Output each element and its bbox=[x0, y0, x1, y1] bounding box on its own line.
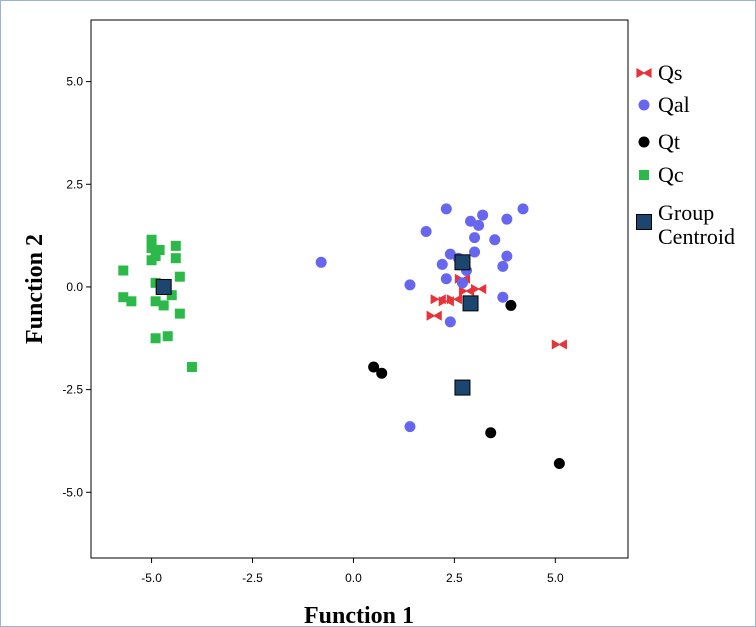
data-point bbox=[118, 266, 128, 276]
group-centroid-point bbox=[156, 279, 171, 294]
y-tick-label: 5.0 bbox=[66, 75, 83, 89]
y-axis-title: Function 2 bbox=[22, 234, 48, 344]
x-tick-label: -5.0 bbox=[141, 571, 162, 585]
x-tick-label: -2.5 bbox=[242, 571, 263, 585]
data-point bbox=[469, 247, 480, 258]
legend-label: Qal bbox=[658, 92, 690, 117]
group-centroid-point bbox=[455, 380, 470, 395]
y-tick-label: -5.0 bbox=[62, 485, 83, 499]
y-tick-label: 2.5 bbox=[66, 177, 83, 191]
data-point bbox=[489, 234, 500, 245]
data-point bbox=[441, 273, 452, 284]
data-point bbox=[126, 296, 136, 306]
x-tick-label: 5.0 bbox=[547, 571, 564, 585]
data-point bbox=[175, 272, 185, 282]
legend-marker bbox=[639, 170, 649, 180]
data-point bbox=[457, 277, 468, 288]
data-point bbox=[171, 241, 181, 251]
legend-item: Qt bbox=[639, 129, 681, 154]
group-centroid-point bbox=[455, 255, 470, 270]
legend-label: Qc bbox=[658, 162, 684, 187]
data-point bbox=[437, 259, 448, 270]
data-point bbox=[147, 255, 157, 265]
data-point bbox=[473, 220, 484, 231]
y-tick-label: -2.5 bbox=[62, 383, 83, 397]
legend-label: Qt bbox=[658, 129, 680, 154]
data-point bbox=[151, 333, 161, 343]
data-point bbox=[518, 203, 529, 214]
data-point bbox=[441, 203, 452, 214]
data-point bbox=[477, 210, 488, 221]
legend-item: Qs bbox=[637, 60, 682, 85]
data-point bbox=[485, 427, 496, 438]
data-point bbox=[501, 214, 512, 225]
x-tick-label: 0.0 bbox=[345, 571, 362, 585]
legend-marker bbox=[637, 69, 651, 77]
data-point bbox=[159, 300, 169, 310]
legend-marker bbox=[637, 215, 652, 230]
legend-marker bbox=[639, 100, 650, 111]
legend-label: Qs bbox=[658, 60, 682, 85]
y-tick-label: 0.0 bbox=[66, 280, 83, 294]
data-point bbox=[404, 421, 415, 432]
data-point bbox=[554, 458, 565, 469]
data-point bbox=[187, 362, 197, 372]
data-point bbox=[376, 368, 387, 379]
data-point bbox=[155, 245, 165, 255]
legend-label: Centroid bbox=[658, 224, 735, 249]
data-point bbox=[171, 253, 181, 263]
data-point bbox=[163, 331, 173, 341]
data-point bbox=[501, 251, 512, 262]
legend-marker bbox=[639, 137, 650, 148]
data-point bbox=[316, 257, 327, 268]
legend-item: Qc bbox=[639, 162, 684, 187]
data-point bbox=[505, 300, 516, 311]
data-point bbox=[497, 261, 508, 272]
data-point bbox=[404, 279, 415, 290]
data-point bbox=[445, 316, 456, 327]
x-tick-label: 2.5 bbox=[446, 571, 463, 585]
data-point bbox=[421, 226, 432, 237]
data-point bbox=[497, 292, 508, 303]
data-point bbox=[469, 232, 480, 243]
legend-label: Group bbox=[658, 200, 714, 225]
legend-item: Qal bbox=[639, 92, 690, 117]
x-axis-title: Function 1 bbox=[304, 603, 414, 626]
group-centroid-point bbox=[463, 296, 478, 311]
data-point bbox=[175, 309, 185, 319]
